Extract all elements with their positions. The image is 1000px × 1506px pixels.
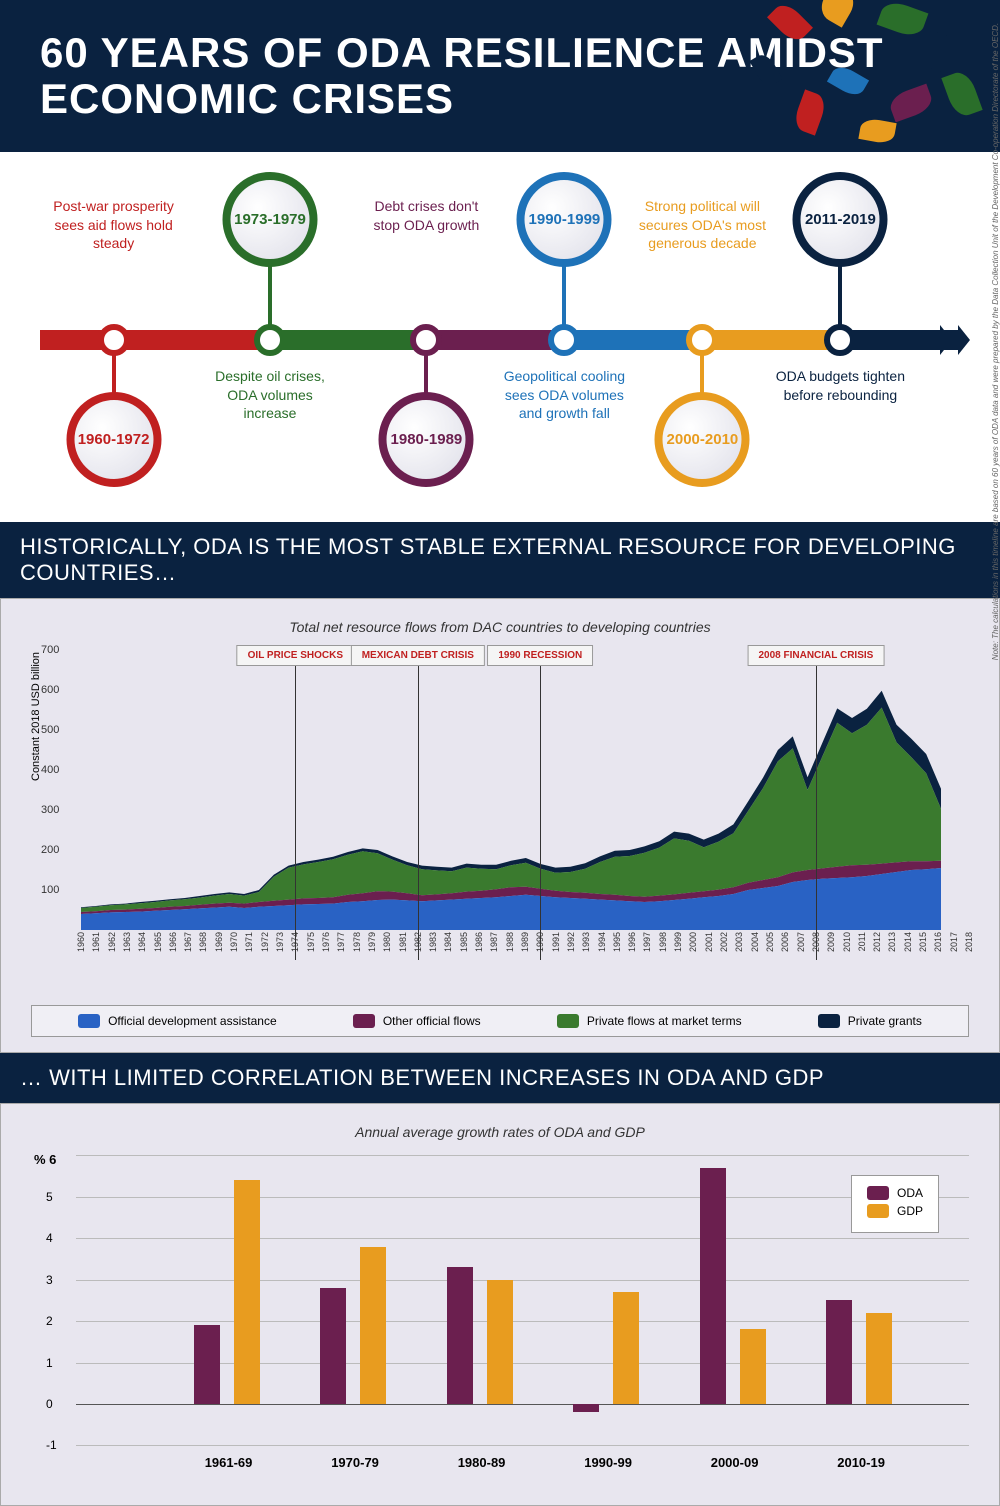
area-chart: Constant 2018 USD billion 10020030040050… (81, 650, 969, 960)
bar (447, 1267, 473, 1404)
bar (866, 1313, 892, 1404)
timeline-text: Geopolitical cooling sees ODA volumes an… (499, 367, 629, 422)
bar (740, 1329, 766, 1404)
bar (234, 1180, 260, 1404)
header: 60 YEARS OF ODA RESILIENCE AMIDST ECONOM… (0, 0, 1000, 152)
legend-item: Private grants (818, 1014, 922, 1028)
timeline-circle: 2000-2010 (655, 392, 750, 487)
bar (487, 1280, 513, 1404)
timeline-circle: 1973-1979 (223, 172, 318, 267)
bar (700, 1168, 726, 1404)
bar (194, 1325, 220, 1404)
bar (320, 1288, 346, 1404)
timeline-track: 1960-1972Post-war prosperity sees aid fl… (40, 182, 960, 482)
timeline-text: Despite oil crises, ODA volumes increase (205, 367, 335, 422)
timeline-note: Note: The calculations in this timeline … (991, 23, 1000, 660)
timeline-text: ODA budgets tighten before rebounding (775, 367, 905, 403)
event-label: 1990 RECESSION (487, 645, 593, 666)
legend-item: Private flows at market terms (557, 1014, 742, 1028)
bar-chart-title: Annual average growth rates of ODA and G… (31, 1124, 969, 1140)
timeline-text: Debt crises don't stop ODA growth (361, 197, 491, 233)
petal-decoration (740, 0, 1000, 152)
event-label: MEXICAN DEBT CRISIS (351, 645, 485, 666)
bar-chart: % 6-10123451961-691970-791980-891990-992… (76, 1155, 969, 1485)
event-label: 2008 FINANCIAL CRISIS (747, 645, 884, 666)
bar (826, 1300, 852, 1404)
area-chart-panel: Total net resource flows from DAC countr… (0, 598, 1000, 1053)
legend-item: Official development assistance (78, 1014, 277, 1028)
area-chart-title: Total net resource flows from DAC countr… (31, 619, 969, 635)
timeline-panel: Note: The calculations in this timeline … (0, 152, 1000, 522)
legend-item: Other official flows (353, 1014, 481, 1028)
bar-legend: ODAGDP (851, 1175, 939, 1233)
timeline-circle: 1990-1999 (517, 172, 612, 267)
event-label: OIL PRICE SHOCKS (237, 645, 354, 666)
timeline-circle: 1960-1972 (66, 392, 161, 487)
bar (573, 1404, 599, 1412)
timeline-circle: 2011-2019 (793, 172, 888, 267)
area-chart-legend: Official development assistance Other off… (31, 1005, 969, 1037)
timeline-text: Strong political will secures ODA's most… (637, 197, 767, 252)
section1-title: HISTORICALLY, ODA IS THE MOST STABLE EXT… (0, 522, 1000, 598)
y-axis-label: Constant 2018 USD billion (30, 652, 42, 781)
bar (613, 1292, 639, 1404)
timeline-text: Post-war prosperity sees aid flows hold … (49, 197, 179, 252)
timeline-circle: 1980-1989 (379, 392, 474, 487)
bar-chart-panel: Annual average growth rates of ODA and G… (0, 1103, 1000, 1506)
section2-title: … WITH LIMITED CORRELATION BETWEEN INCRE… (0, 1053, 1000, 1103)
bar (360, 1247, 386, 1404)
